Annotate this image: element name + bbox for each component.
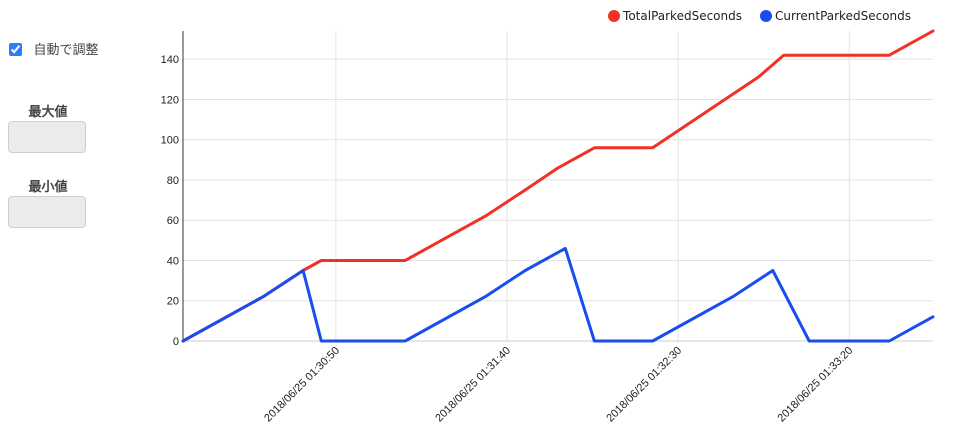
y-tick-label: 40 <box>167 255 179 267</box>
y-tick-label: 0 <box>173 336 179 348</box>
chart-legend: TotalParkedSeconds CurrentParkedSeconds <box>590 9 911 23</box>
legend-marker-total <box>608 10 621 22</box>
auto-adjust-label[interactable]: 自動で調整 <box>33 43 99 58</box>
y-tick-label: 80 <box>167 175 179 187</box>
legend-item-current[interactable]: CurrentParkedSeconds <box>760 9 911 23</box>
y-tick-label: 100 <box>161 135 179 147</box>
sidebar: 自動で調整 最大値 最小値 <box>0 0 100 444</box>
x-tick-label: 2018/06/25 01:32:30 <box>604 345 684 425</box>
y-tick-label: 140 <box>161 54 179 66</box>
series-line-total <box>181 29 935 343</box>
x-tick-label: 2018/06/25 01:33:20 <box>776 345 856 425</box>
y-tick-label: 120 <box>161 94 179 106</box>
legend-item-total[interactable]: TotalParkedSeconds <box>608 9 742 23</box>
x-tick-label: 2018/06/25 01:31:40 <box>433 345 513 425</box>
min-input[interactable] <box>8 196 86 228</box>
min-label: 最小値 <box>28 180 68 195</box>
series-line-current <box>181 246 935 343</box>
y-tick-label: 20 <box>167 296 179 308</box>
legend-marker-current <box>760 10 772 22</box>
legend-label-total: TotalParkedSeconds <box>623 9 742 23</box>
auto-adjust-checkbox[interactable] <box>9 43 22 56</box>
max-input[interactable] <box>8 121 86 153</box>
max-label: 最大値 <box>28 105 68 120</box>
x-tick-label: 2018/06/25 01:30:50 <box>262 345 342 425</box>
legend-label-current: CurrentParkedSeconds <box>775 9 911 23</box>
y-tick-label: 60 <box>167 215 179 227</box>
